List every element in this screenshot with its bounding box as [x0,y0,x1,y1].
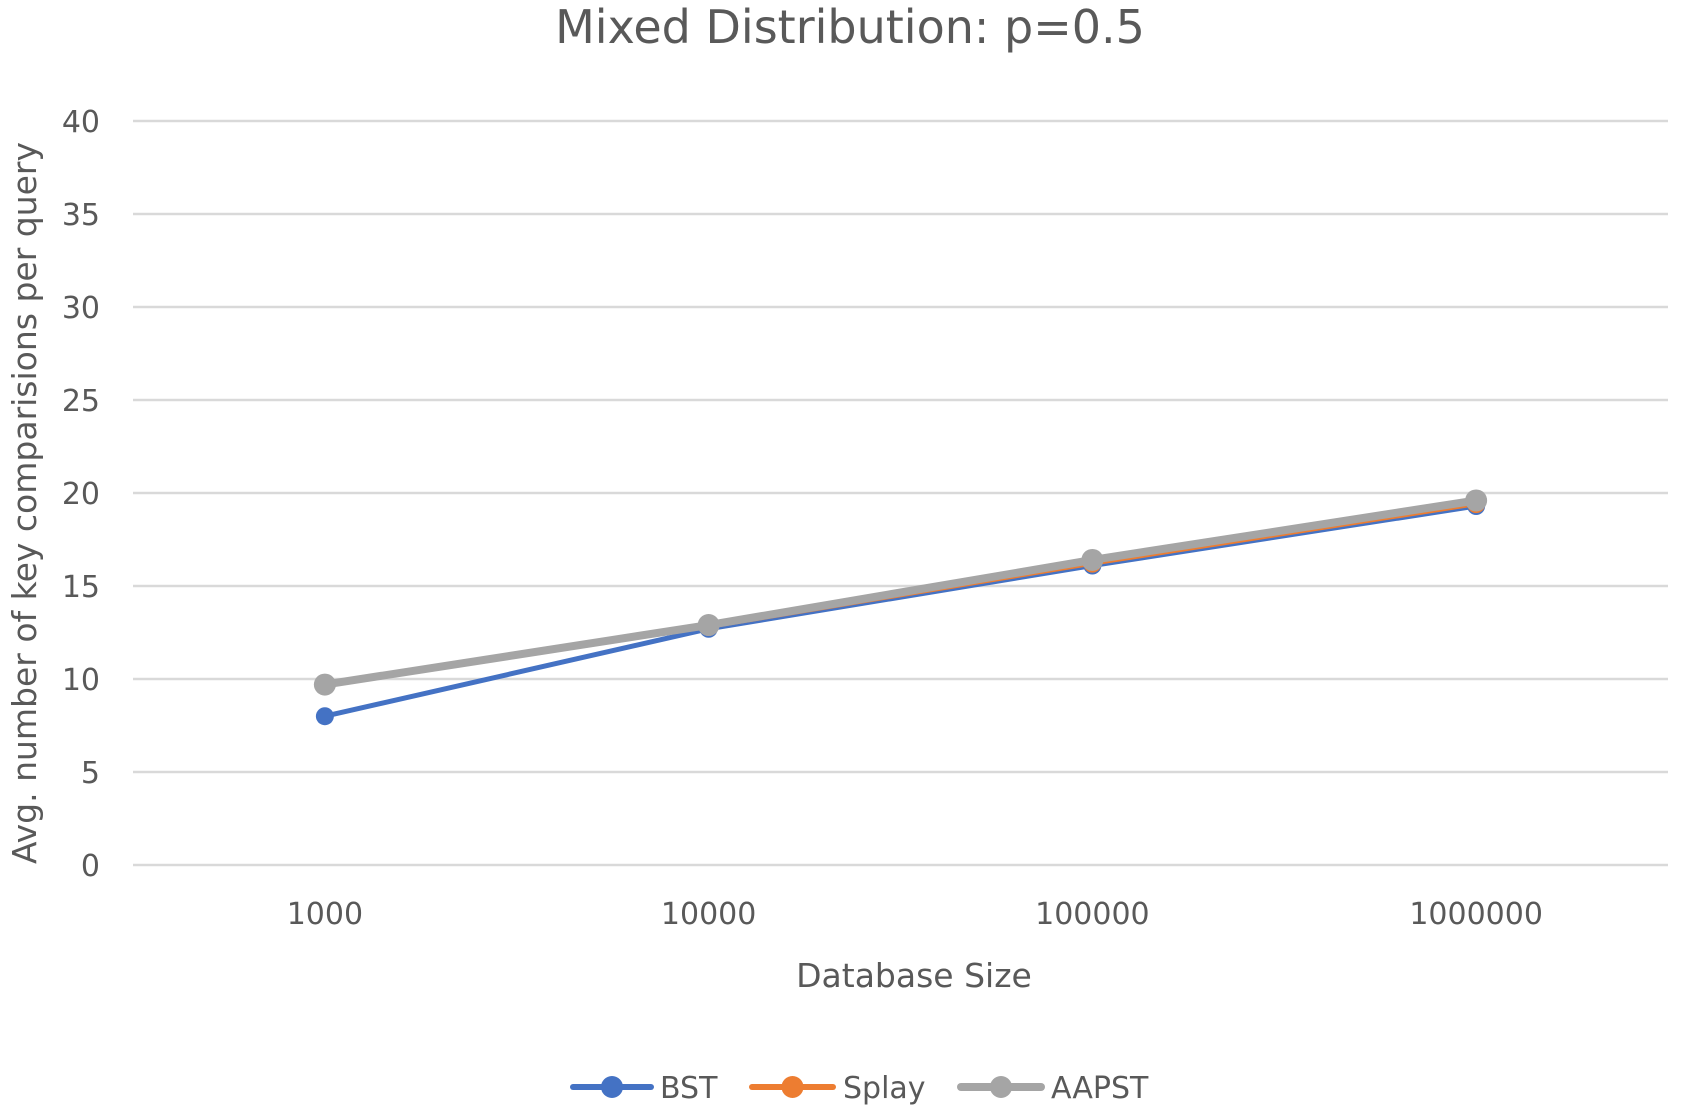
data-point [313,673,336,696]
y-tick-label: 20 [62,477,100,512]
gridlines [133,119,1668,867]
y-tick-label: 15 [62,570,100,605]
y-tick-label: 0 [81,849,100,884]
x-axis-title: Database Size [796,956,1032,995]
y-tick-label: 35 [62,198,100,233]
legend-item-bst: BST [570,1071,718,1106]
data-point [315,707,334,726]
y-tick-label: 40 [62,105,100,140]
y-axis-title: Avg. number of key comparisions per quer… [5,142,44,864]
x-tick-label: 10000 [661,897,756,932]
y-tick-label: 10 [62,663,100,698]
x-axis-ticks: 1000 10000 100000 1000000 [287,897,1543,932]
data-point [1081,548,1104,571]
legend-label: Splay [843,1071,926,1106]
y-tick-label: 5 [81,756,100,791]
y-tick-label: 25 [62,384,100,419]
legend-item-aapst: AAPST [957,1071,1149,1106]
legend-swatch-marker [781,1076,804,1098]
chart-title: Mixed Distribution: p=0.5 [555,0,1145,54]
x-tick-label: 100000 [1035,897,1150,932]
legend-swatch-marker [990,1076,1012,1098]
legend-label: AAPST [1051,1071,1149,1106]
legend-item-splay: Splay [749,1071,926,1106]
y-tick-label: 30 [62,291,100,326]
series-line [322,503,1479,719]
plot-series [313,489,1488,726]
series-line [320,496,1481,689]
y-axis-ticks: 0 5 10 15 20 25 30 35 40 [62,105,100,884]
series-aapst [313,489,1488,696]
legend-label: BST [660,1071,718,1106]
data-point [697,614,720,637]
legend: BST Splay AAPST [570,1071,1149,1106]
x-tick-label: 1000 [287,897,363,932]
legend-swatch-marker [601,1076,623,1098]
data-point [1465,489,1488,512]
x-tick-label: 1000000 [1409,897,1543,932]
